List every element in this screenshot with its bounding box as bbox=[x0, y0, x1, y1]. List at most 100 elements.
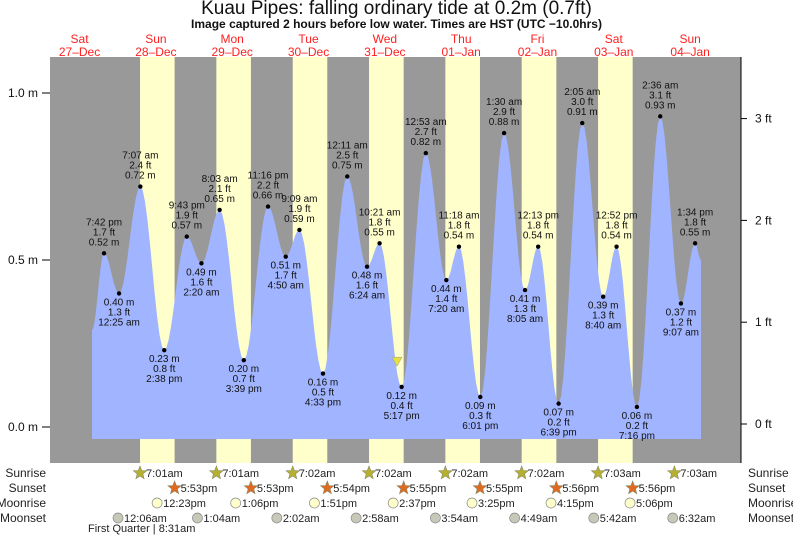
sunset-time: 5:54pm bbox=[333, 483, 370, 495]
tide-label-time: 6:39 pm bbox=[541, 428, 577, 439]
tide-label-ft: 2.2 ft bbox=[257, 181, 279, 192]
tide-label-m: 0.52 m bbox=[89, 237, 120, 248]
tide-label-ft: 2.7 ft bbox=[415, 127, 437, 138]
tide-label-ft: 1.8 ft bbox=[527, 221, 549, 232]
sunrise-row-label: Sunrise bbox=[5, 466, 46, 480]
moonrise-icon bbox=[624, 497, 636, 509]
sunrise-row-label-right: Sunrise bbox=[748, 466, 789, 480]
sunset-icon bbox=[396, 480, 412, 495]
high-tide-point bbox=[345, 174, 350, 179]
high-tide-point bbox=[138, 184, 143, 189]
tide-label-m: 0.59 m bbox=[284, 214, 315, 225]
day-of-week-label: Mon bbox=[221, 32, 244, 46]
tide-label-time: 2:05 am bbox=[564, 87, 600, 98]
tide-label-m: 0.44 m bbox=[431, 284, 462, 295]
moonset-icon bbox=[667, 512, 679, 524]
tide-label-m: 0.91 m bbox=[567, 107, 598, 118]
tide-label-ft: 1.7 ft bbox=[93, 227, 115, 238]
moonrise-time: 1:06pm bbox=[242, 498, 279, 510]
tide-label-ft: 0.8 ft bbox=[153, 364, 175, 375]
tide-label-ft: 0.2 ft bbox=[548, 418, 570, 429]
tide-label-time: 4:33 pm bbox=[305, 398, 341, 409]
tide-label-ft: 2.1 ft bbox=[209, 184, 231, 195]
tide-label-m: 0.49 m bbox=[186, 267, 217, 278]
right-axis-tick-label: 2 ft bbox=[755, 213, 772, 227]
moonset-time: 2:02am bbox=[283, 513, 320, 525]
tide-label-m: 0.55 m bbox=[364, 227, 395, 238]
moonrise-icon bbox=[466, 497, 478, 509]
low-tide-point bbox=[444, 277, 449, 283]
sunrise-icon bbox=[285, 465, 301, 480]
tide-label-m: 0.48 m bbox=[352, 271, 383, 282]
tide-label-time: 9:07 am bbox=[663, 327, 699, 338]
moonrise-time: 3:25pm bbox=[478, 498, 515, 510]
tide-label-m: 0.23 m bbox=[149, 354, 180, 365]
tide-label-time: 11:18 am bbox=[438, 211, 479, 222]
tide-label-time: 12:53 am bbox=[405, 117, 447, 128]
low-tide-point bbox=[241, 358, 247, 363]
moonset-time: 6:32am bbox=[679, 513, 716, 525]
moonrise-time: 5:06pm bbox=[636, 498, 673, 510]
high-tide-point bbox=[265, 204, 271, 209]
moonset-time: 3:54am bbox=[441, 513, 478, 525]
sunrise-time: 7:03am bbox=[680, 468, 717, 480]
high-tide-point bbox=[297, 227, 302, 233]
tide-label-ft: 1.8 ft bbox=[605, 221, 627, 232]
tide-label-m: 0.55 m bbox=[680, 227, 711, 238]
tide-label-ft: 0.2 ft bbox=[626, 421, 648, 432]
chart-subtitle: Image captured 2 hours before low water.… bbox=[191, 17, 602, 31]
sunset-icon bbox=[625, 480, 641, 495]
sunset-icon bbox=[243, 480, 259, 495]
moonset-time: 1:04am bbox=[203, 513, 240, 525]
high-tide-point bbox=[456, 244, 462, 249]
day-of-week-label: Sun bbox=[145, 32, 166, 46]
moonset-time: 2:58am bbox=[362, 513, 399, 525]
right-axis-tick-label: 1 ft bbox=[755, 315, 772, 329]
low-tide-point bbox=[162, 347, 167, 353]
tide-label-time: 7:16 pm bbox=[619, 431, 655, 442]
high-tide-point bbox=[184, 234, 189, 239]
sunrise-icon bbox=[208, 465, 224, 480]
tide-label-time: 10:21 am bbox=[359, 207, 401, 218]
tide-label-time: 2:38 pm bbox=[146, 374, 182, 385]
moonset-icon bbox=[271, 512, 283, 524]
tide-label-ft: 0.5 ft bbox=[312, 388, 334, 399]
low-tide-point bbox=[634, 404, 640, 410]
sunrise-icon bbox=[666, 465, 682, 480]
tide-label-time: 5:17 pm bbox=[384, 411, 420, 422]
tide-label-m: 0.51 m bbox=[270, 261, 301, 272]
moonset-row-label: Moonset bbox=[0, 511, 47, 525]
right-axis-tick-label: 0 ft bbox=[755, 417, 772, 431]
high-tide-point bbox=[423, 150, 429, 156]
day-of-week-label: Fri bbox=[530, 32, 544, 46]
tide-label-m: 0.75 m bbox=[332, 161, 363, 172]
tide-label-time: 12:13 pm bbox=[517, 211, 559, 222]
sunset-icon bbox=[548, 480, 564, 495]
tide-label-time: 12:52 pm bbox=[596, 211, 638, 222]
tide-label-m: 0.09 m bbox=[465, 401, 496, 412]
moonrise-icon bbox=[309, 497, 320, 509]
date-label: 30–Dec bbox=[288, 45, 329, 59]
low-tide-point bbox=[283, 254, 288, 259]
tide-label-ft: 1.3 ft bbox=[592, 311, 614, 322]
tide-label-ft: 3.1 ft bbox=[649, 90, 671, 101]
sunset-time: 5:55pm bbox=[486, 483, 523, 495]
moonset-icon bbox=[588, 512, 600, 524]
moonset-icon bbox=[509, 512, 520, 524]
moonrise-icon bbox=[230, 497, 242, 509]
tide-label-ft: 0.7 ft bbox=[233, 374, 255, 385]
tide-label-m: 0.40 m bbox=[104, 297, 135, 308]
tide-label-m: 0.66 m bbox=[253, 191, 284, 202]
sunrise-time: 7:02am bbox=[375, 468, 412, 480]
sunrise-icon bbox=[437, 465, 453, 480]
day-of-week-label: Sun bbox=[679, 32, 700, 46]
sunrise-time: 7:02am bbox=[528, 468, 565, 480]
tide-label-time: 12:11 am bbox=[327, 141, 368, 152]
high-tide-point bbox=[501, 130, 507, 136]
tide-label-ft: 2.4 ft bbox=[129, 161, 151, 172]
sunset-time: 5:56pm bbox=[562, 483, 599, 495]
tide-label-m: 0.20 m bbox=[229, 364, 260, 375]
sunrise-time: 7:03am bbox=[604, 468, 641, 480]
